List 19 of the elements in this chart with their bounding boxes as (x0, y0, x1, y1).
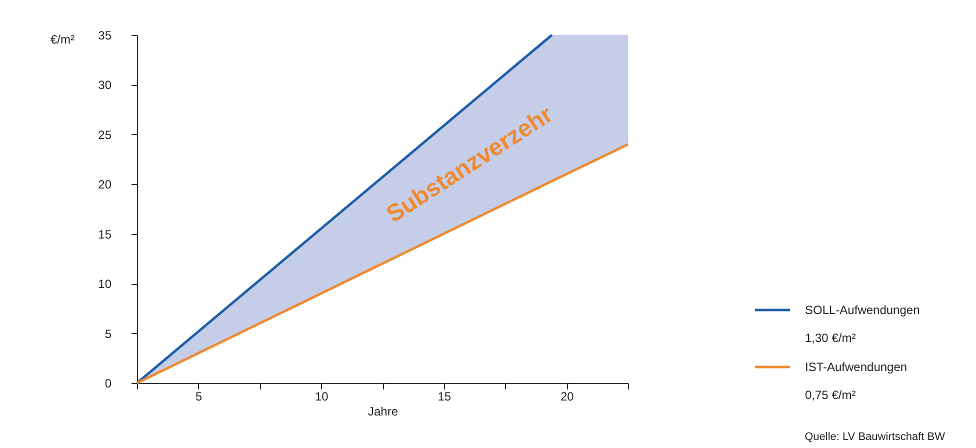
y-tick-label: 35 (98, 28, 112, 42)
y-tick-label: 25 (98, 128, 112, 142)
x-tick-label: 15 (438, 390, 452, 404)
x-tick-label: 10 (314, 390, 329, 404)
y-tick-label: 20 (98, 178, 112, 192)
source-note: Quelle: LV Bauwirtschaft BW (804, 431, 946, 443)
legend-label: SOLL-Aufwendungen (805, 303, 920, 317)
x-tick-label: 20 (560, 390, 574, 404)
y-axis-title: €/m² (50, 32, 75, 46)
x-axis-title: Jahre (368, 404, 398, 418)
y-tick-label: 15 (98, 227, 112, 242)
y-tick-label: 30 (98, 78, 112, 92)
y-tick-label: 10 (98, 277, 112, 292)
y-tick-label: 0 (104, 376, 112, 390)
text: 1,30 €/m² (805, 331, 856, 345)
legend-label: IST-Aufwendungen (805, 360, 908, 374)
text: 0,75 €/m² (805, 388, 856, 402)
x-tick-label: 5 (196, 390, 203, 404)
y-tick-label: 5 (104, 326, 112, 341)
